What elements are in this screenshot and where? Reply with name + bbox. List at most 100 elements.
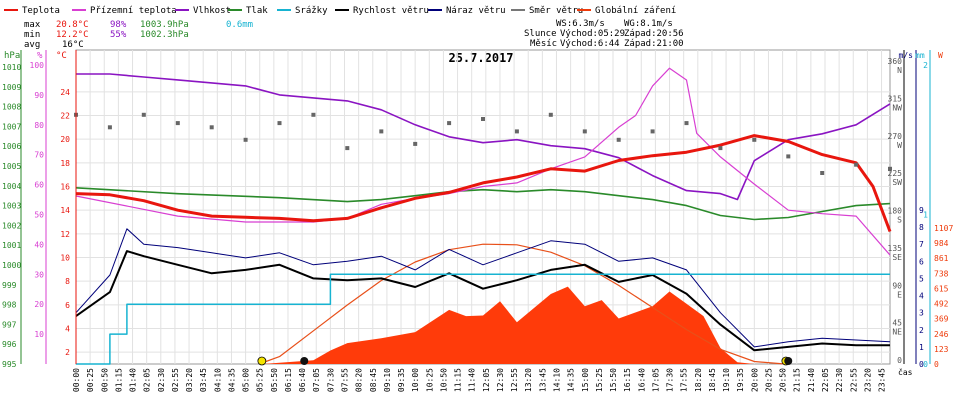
pressure-unit: hPa	[4, 51, 20, 61]
x-tick-label: 12:55	[510, 368, 519, 392]
dir-tick: NE	[892, 328, 902, 337]
legend-label: Tlak	[246, 6, 268, 16]
x-tick-label: 07:05	[312, 368, 321, 392]
x-tick-label: 01:15	[114, 368, 123, 392]
x-tick-label: 23:45	[878, 368, 887, 392]
sun-moon-panel: WS:6.3m/s WG:8.1m/s Slunce Východ:05:29 …	[524, 19, 684, 49]
radiation-tick: 492	[934, 300, 949, 309]
radiation-tick: 861	[934, 254, 949, 263]
x-tick-label: 08:20	[355, 368, 364, 392]
windspeed-tick: 9	[919, 206, 924, 215]
temp-tick: 18	[60, 159, 70, 168]
windspeed-tick: 1	[919, 343, 924, 352]
humidity-line	[76, 73, 891, 201]
stats-max-temp: 20.8°C	[56, 20, 89, 30]
x-tick-label: 03:45	[199, 368, 208, 392]
pressure-tick: 999	[2, 281, 17, 290]
x-tick-label: 07:55	[341, 368, 350, 392]
wind-wg: WG:8.1m/s	[624, 19, 673, 29]
wind-direction-point	[107, 125, 112, 130]
x-tick-label: 08:45	[369, 368, 378, 392]
pressure-tick: 1005	[2, 162, 21, 171]
x-tick-label: 05:50	[270, 368, 279, 392]
dir-tick: 270	[888, 132, 903, 141]
x-tick-label: 14:10	[552, 368, 561, 392]
x-tick-label: 05:25	[256, 368, 265, 392]
stats-min-press: 1002.3hPa	[140, 30, 189, 40]
humidity-tick: 100	[30, 61, 45, 70]
humidity-tick: 40	[34, 240, 44, 249]
radiation-tick: 246	[934, 330, 949, 339]
dir-tick: 135	[888, 244, 903, 253]
radiation-tick: 1107	[934, 224, 953, 233]
temp-tick: 14	[60, 206, 70, 215]
dir-tick: 0	[897, 356, 902, 365]
wind-direction-point	[379, 129, 384, 134]
x-tick-label: 22:55	[849, 368, 858, 392]
legend: Teplota Přízemní teplota Vlhkost Tlak Srážky…	[4, 6, 676, 16]
global-radiation-area	[262, 286, 755, 364]
radiation-tick: 615	[934, 284, 949, 293]
dir-tick: W	[897, 141, 902, 150]
rain-unit: mm	[915, 51, 925, 60]
x-tick-label: 19:35	[736, 368, 745, 392]
pressure-line	[75, 187, 891, 221]
rain-line	[76, 273, 890, 365]
x-tick-label: 00:50	[100, 368, 109, 392]
wind-direction-point	[277, 121, 282, 126]
legend-label: Směr větru	[529, 6, 583, 16]
x-tick-label: 07:30	[326, 368, 335, 392]
x-tick-label: 04:10	[213, 368, 222, 392]
temp-tick: 24	[60, 88, 70, 97]
dir-tick: N	[897, 66, 902, 75]
x-tick-label: 13:20	[524, 368, 533, 392]
x-tick-label: 22:30	[835, 368, 844, 392]
dir-tick: 225	[888, 169, 903, 178]
wind-direction-point	[718, 146, 723, 151]
temp-tick: 2	[65, 348, 70, 357]
pressure-tick: 996	[2, 340, 17, 349]
pressure-tick: 1006	[2, 142, 21, 151]
sunrise-marker	[257, 356, 267, 366]
x-tick-label: 02:30	[157, 368, 166, 392]
x-tick-label: 18:45	[708, 368, 717, 392]
dir-tick: 360	[888, 57, 903, 66]
radiation-tick: 123	[934, 345, 949, 354]
x-tick-label: 15:50	[609, 368, 618, 392]
rain-tick: 2	[923, 61, 928, 70]
wind-direction-point	[582, 129, 587, 134]
wind-direction-point	[820, 171, 825, 175]
wind-direction-point	[684, 121, 689, 126]
x-tick-label: 10:25	[425, 368, 434, 392]
x-tick-label: 03:20	[185, 368, 194, 392]
radiation-tick: 984	[934, 239, 949, 248]
stats-max-rain: 0.6mm	[226, 20, 253, 30]
axes: 00:00 00:25 00:50 01:15 01:40 02:05 02:30 02:55…	[2, 50, 953, 392]
temp-tick: 4	[65, 325, 70, 334]
moon-rise: Východ:6:44	[560, 39, 620, 49]
dir-tick: SE	[892, 253, 902, 262]
wind-direction-point	[175, 121, 180, 126]
dir-tick: 180	[888, 207, 903, 216]
pressure-tick: 1004	[2, 182, 21, 191]
x-tick-label: 02:05	[143, 368, 152, 392]
chart-title: 25.7.2017	[448, 51, 513, 65]
x-tick-label: 02:55	[171, 368, 180, 392]
legend-label: Rychlost větru	[353, 6, 429, 16]
dir-tick: 90	[892, 281, 902, 290]
wind-direction-point	[888, 166, 892, 171]
x-tick-label: 21:15	[793, 368, 802, 392]
stats-avg-label: avg	[24, 40, 40, 50]
x-tick-label: 16:40	[637, 368, 646, 392]
pressure-tick: 997	[2, 320, 17, 329]
humidity-tick: 80	[34, 121, 44, 130]
moonset-marker	[784, 357, 793, 365]
x-tick-label: 05:00	[242, 368, 251, 392]
wind-ws: WS:6.3m/s	[556, 19, 605, 29]
series-lines	[74, 67, 892, 365]
wind-direction-point	[616, 137, 621, 142]
x-tick-label: 21:40	[807, 368, 816, 392]
wind-direction-point	[650, 129, 655, 134]
x-tick-label: 20:50	[779, 368, 788, 392]
